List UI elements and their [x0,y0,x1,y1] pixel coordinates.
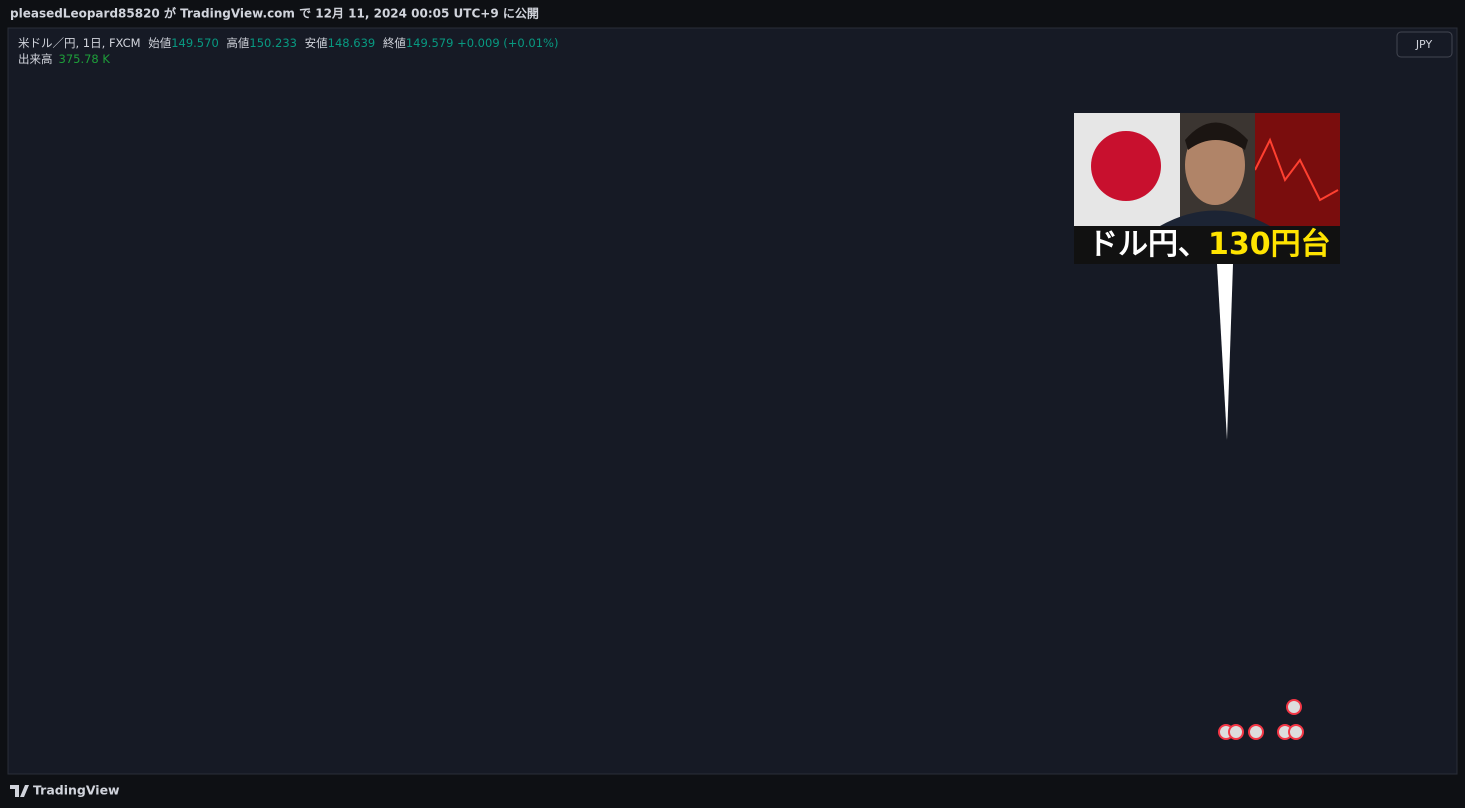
legend: 米ドル／円, 1日, FXCM 始値149.570 高値150.233 安値14… [18,35,558,67]
event-icons [1218,699,1304,740]
legend-value: 150.233 [249,36,297,50]
thumbnail-highlight: 130円台 [1208,227,1331,262]
footer-logo [10,785,29,797]
symbol: 米ドル／円, 1日, FXCM [18,36,141,50]
legend-key: 始値 [148,36,172,50]
legend-key: 高値 [226,36,250,50]
legend-volume: 出来高 375.78 K [18,51,558,67]
legend-value: 149.579 [405,36,454,50]
thumbnail-text: ドル円、 [1088,227,1208,262]
volume-value: 375.78 K [58,52,110,66]
footer-brand: TradingView [33,783,120,798]
volume-label: 出来高 [18,52,53,66]
thumbnail: ドル円、130円台 [1074,113,1340,440]
legend-value: 148.639 [327,36,376,50]
publish-header: pleasedLeopard85820 が TradingView.com で … [10,6,539,21]
legend-key: 安値 [304,36,328,50]
currency-button[interactable] [1396,31,1453,58]
currency-label[interactable]: JPY [1415,38,1433,51]
legend-ohlc: 米ドル／円, 1日, FXCM 始値149.570 高値150.233 安値14… [18,35,558,51]
legend-key: 終値 [382,36,406,50]
legend-change: +0.009 (+0.01%) [457,36,559,50]
legend-value: 149.570 [171,36,219,50]
thumbnail-text: ドル円、130円台 [1088,227,1331,262]
